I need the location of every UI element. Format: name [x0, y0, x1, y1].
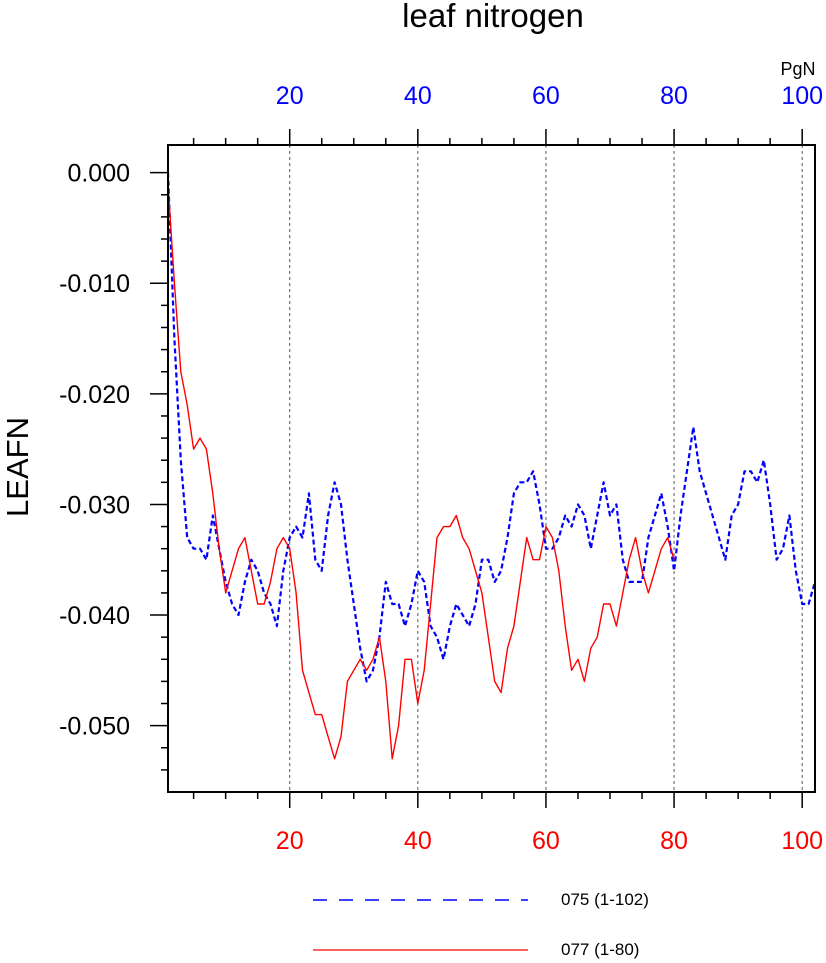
top-x-tick-label-40: 40 — [404, 82, 432, 110]
top-x-tick-label-80: 80 — [660, 82, 688, 110]
y-tick-label: -0.040 — [59, 602, 130, 630]
chart-title: leaf nitrogen — [402, 0, 584, 34]
legend-label-075: 075 (1-102) — [561, 890, 649, 909]
y-axis-label: LEAFN — [0, 417, 35, 517]
bottom-x-tick-label-40: 40 — [404, 827, 432, 855]
y-tick-label: -0.050 — [59, 713, 130, 741]
grid-lines — [289, 145, 803, 792]
series-layer — [166, 172, 817, 760]
series-line-075 — [166, 172, 817, 683]
y-tick-label: -0.010 — [59, 270, 130, 298]
bottom-x-tick-label-80: 80 — [660, 827, 688, 855]
axis-ticks — [150, 129, 803, 808]
bottom-x-tick-label-20: 20 — [276, 827, 304, 855]
top-x-tick-labels: 20 40 60 80 100 — [276, 82, 823, 110]
bottom-x-tick-label-100: 100 — [781, 827, 823, 855]
top-axis-unit: PgN — [780, 59, 815, 79]
top-x-tick-label-20: 20 — [276, 82, 304, 110]
bottom-x-tick-labels: 20 40 60 80 100 — [276, 827, 823, 855]
y-tick-label: 0.000 — [67, 160, 130, 188]
legend: 075 (1-102) 077 (1-80) — [313, 890, 649, 959]
top-x-tick-label-60: 60 — [532, 82, 560, 110]
bottom-x-tick-label-60: 60 — [532, 827, 560, 855]
y-tick-label: -0.020 — [59, 381, 130, 409]
y-tick-label: -0.030 — [59, 491, 130, 519]
top-x-tick-label-100: 100 — [781, 82, 823, 110]
plot-frame — [167, 144, 816, 793]
series-line-077 — [167, 183, 675, 760]
y-tick-labels: 0.000 -0.010 -0.020 -0.030 -0.040 -0.050 — [59, 160, 130, 741]
legend-label-077: 077 (1-80) — [561, 940, 639, 959]
